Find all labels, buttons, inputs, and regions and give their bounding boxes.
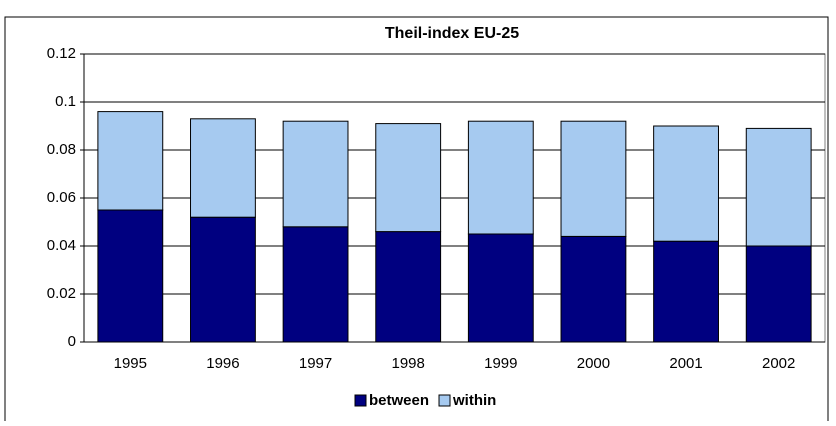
bar-segment [190, 216, 256, 343]
x-tick-label: 1996 [206, 355, 239, 372]
bar-segment [375, 231, 442, 343]
y-tick-label: 0.1 [55, 93, 76, 110]
legend-swatch [438, 394, 451, 407]
y-tick-label: 0.04 [47, 237, 76, 254]
bar-segment [190, 118, 256, 218]
chart-title: Theil-index EU-25 [385, 25, 519, 42]
bar-segment [97, 111, 164, 211]
bar-segment [467, 120, 534, 235]
bar-segment [653, 240, 719, 343]
bar-segment [375, 123, 442, 233]
x-tick-label: 1998 [392, 355, 425, 372]
x-tick-label: 1995 [114, 355, 147, 372]
bar-segment [282, 226, 349, 343]
x-tick-label: 1997 [299, 355, 332, 372]
bar-segment [560, 235, 627, 343]
bar-segment [282, 120, 349, 228]
bar-segment [467, 233, 534, 343]
legend-label: within [452, 392, 496, 409]
y-tick-label: 0.02 [47, 285, 76, 302]
x-tick-label: 2002 [762, 355, 795, 372]
legend: between within [354, 392, 496, 409]
bar-segment [745, 245, 812, 343]
x-tick-label: 1999 [484, 355, 517, 372]
y-tick-label: 0.12 [47, 45, 76, 62]
x-tick-label: 2001 [669, 355, 702, 372]
legend-swatch [354, 394, 367, 407]
y-tick-label: 0.06 [47, 189, 76, 206]
y-tick-label: 0 [68, 333, 76, 350]
y-tick-label: 0.08 [47, 141, 76, 158]
bar-segment [97, 209, 164, 343]
bar-segment [560, 120, 627, 237]
legend-label: between [369, 392, 429, 409]
x-tick-label: 2000 [577, 355, 610, 372]
bar-segment [745, 127, 812, 247]
bar-segment [653, 125, 719, 242]
